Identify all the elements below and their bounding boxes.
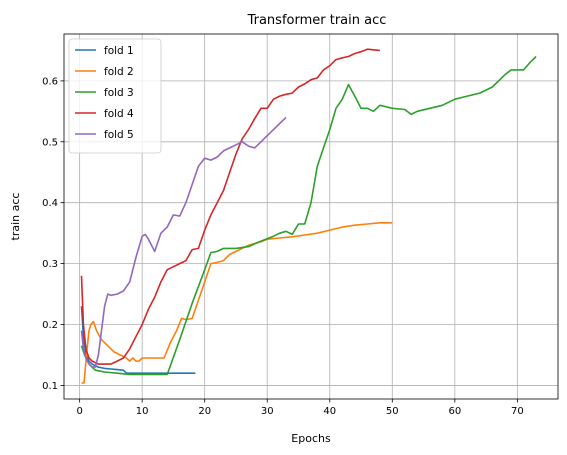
legend-label: fold 1 — [104, 45, 134, 57]
x-tick-label: 60 — [448, 406, 461, 417]
y-tick-label: 0.4 — [42, 198, 58, 209]
x-tick-label: 50 — [386, 406, 399, 417]
x-tick-label: 0 — [76, 406, 82, 417]
legend-label: fold 5 — [104, 129, 134, 141]
x-tick-label: 20 — [198, 406, 211, 417]
y-tick-label: 0.3 — [42, 259, 58, 270]
legend: fold 1 fold 2 fold 3 fold 4 fold 5 — [69, 39, 161, 153]
x-tick-label: 30 — [261, 406, 274, 417]
chart-title: Transformer train acc — [247, 13, 387, 28]
legend-label: fold 4 — [104, 108, 134, 120]
y-tick-label: 0.2 — [42, 320, 58, 331]
x-tick-label: 40 — [323, 406, 336, 417]
x-axis-label: Epochs — [291, 432, 331, 445]
y-tick-label: 0.5 — [42, 137, 58, 148]
y-tick-label: 0.6 — [42, 76, 58, 87]
y-tick-label: 0.1 — [42, 381, 58, 392]
legend-label: fold 2 — [104, 66, 134, 78]
legend-label: fold 3 — [104, 87, 134, 99]
y-axis-label: train acc — [9, 193, 22, 241]
x-tick-label: 10 — [136, 406, 149, 417]
x-tick-label: 70 — [511, 406, 524, 417]
